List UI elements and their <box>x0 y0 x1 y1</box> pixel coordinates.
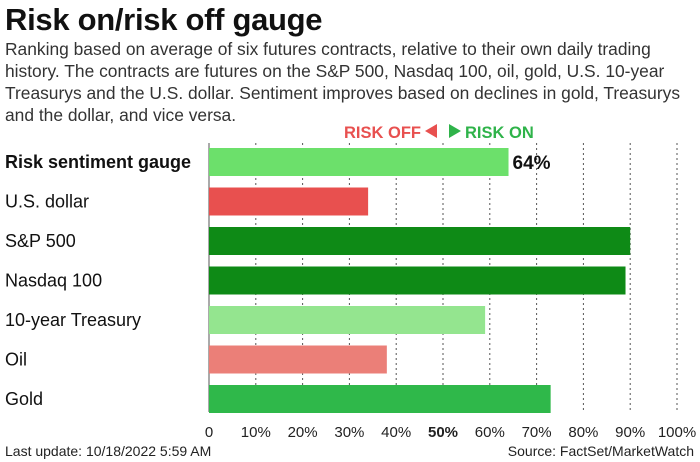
x-tick-label: 90% <box>615 424 645 441</box>
category-label: Oil <box>5 350 27 370</box>
right-arrow-icon <box>449 124 461 138</box>
x-tick-label: 50% <box>428 424 458 441</box>
last-update: Last update: 10/18/2022 5:59 AM <box>5 443 212 459</box>
bar-value-label: 64% <box>513 153 551 174</box>
bar <box>209 306 486 334</box>
x-tick-label: 70% <box>522 424 552 441</box>
bar <box>209 187 369 216</box>
bar <box>209 385 551 413</box>
bar <box>209 345 387 374</box>
source-note: Source: FactSet/MarketWatch <box>507 443 694 459</box>
category-label: Gold <box>5 389 43 409</box>
bar <box>209 266 626 295</box>
x-tick-label: 0 <box>205 424 213 441</box>
category-label: S&P 500 <box>5 231 76 251</box>
chart-subtitle: Ranking based on average of six futures … <box>5 39 681 125</box>
x-tick-label: 10% <box>241 424 271 441</box>
x-axis-ticks: 0 10% 20% 30% 40% 50% 60% 70% 80% 90% 100% <box>205 424 696 441</box>
x-tick-label: 30% <box>334 424 364 441</box>
bar <box>209 148 509 176</box>
x-tick-label: 80% <box>568 424 598 441</box>
chart-title: Risk on/risk off gauge <box>5 2 323 37</box>
category-labels: Risk sentiment gauge 64% U.S. dollar S&P 50… <box>5 152 551 409</box>
category-label: U.S. dollar <box>5 192 89 212</box>
x-tick-label: 20% <box>288 424 318 441</box>
category-label: Nasdaq 100 <box>5 271 102 291</box>
left-arrow-icon <box>425 124 437 138</box>
bar <box>209 227 631 255</box>
x-tick-label: 60% <box>475 424 505 441</box>
x-tick-label: 100% <box>658 424 696 441</box>
category-label: 10-year Treasury <box>5 310 141 330</box>
direction-indicator: RISK OFF RISK ON <box>344 124 534 142</box>
bars <box>209 148 631 413</box>
risk-on-label: RISK ON <box>465 124 534 142</box>
x-tick-label: 40% <box>381 424 411 441</box>
risk-off-label: RISK OFF <box>344 124 421 142</box>
category-label: Risk sentiment gauge <box>5 152 191 172</box>
